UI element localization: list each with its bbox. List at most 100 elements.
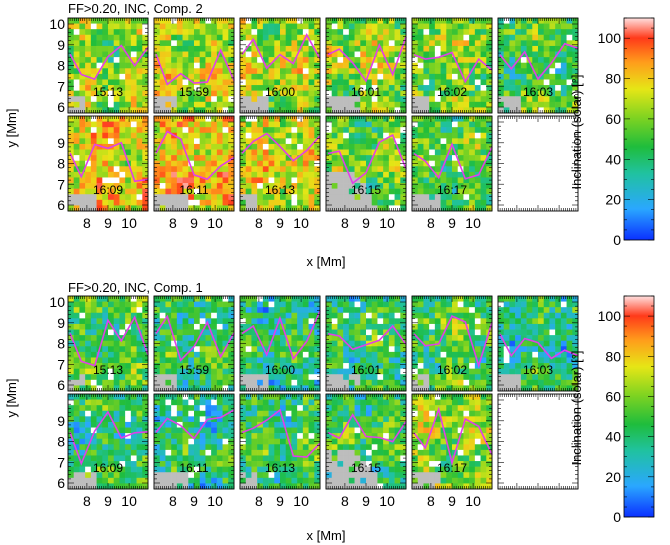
x-tick-label: 8 <box>169 215 177 231</box>
x-tick-label: 10 <box>379 493 395 509</box>
contour-line <box>155 130 235 181</box>
time-label: 16:02 <box>437 363 467 377</box>
contour-line <box>155 314 235 362</box>
contour-line <box>241 408 321 458</box>
contour-line <box>69 410 149 466</box>
contour-line <box>155 48 235 86</box>
x-tick-label: 9 <box>448 215 456 231</box>
x-tick-label: 8 <box>427 215 435 231</box>
time-tile: 16:02 <box>411 17 493 114</box>
tile-ticks <box>411 18 493 113</box>
time-label: 16:01 <box>351 85 381 99</box>
y-axis-label: y [Mm] <box>4 109 19 148</box>
heatmap-pixels <box>412 394 493 490</box>
x-axis-label: x [Mm] <box>307 528 346 543</box>
time-label: 15:13 <box>93 363 123 377</box>
tile-ticks <box>497 394 579 489</box>
tile-ticks <box>153 296 235 391</box>
time-tile: 16:00 <box>239 17 321 114</box>
y-axis-label: y [Mm] <box>4 379 19 418</box>
x-tick-label: 8 <box>341 493 349 509</box>
contour-line <box>69 44 149 81</box>
time-tile: 16:11 8 9 10 <box>153 115 235 231</box>
contour-line <box>155 409 235 440</box>
x-tick-label: 9 <box>104 215 112 231</box>
time-label: 16:03 <box>523 363 553 377</box>
panel-title: FF>0.20, INC, Comp. 2 <box>68 1 203 16</box>
tile-ticks <box>325 394 407 489</box>
tile-ticks <box>411 116 493 211</box>
x-tick-label: 10 <box>465 493 481 509</box>
tile-ticks <box>67 394 149 489</box>
contour-line <box>241 132 321 162</box>
y-tick-label: 8 <box>57 156 65 172</box>
time-label: 16:02 <box>437 85 467 99</box>
colorbar-tick-label: 100 <box>598 308 622 324</box>
tile-background <box>498 116 578 211</box>
y-tick-label: 6 <box>57 99 65 115</box>
x-tick-label: 10 <box>207 493 223 509</box>
heatmap-pixels <box>412 116 493 212</box>
tile-ticks <box>325 296 407 391</box>
tile-ticks <box>411 296 493 391</box>
x-tick-label: 8 <box>427 493 435 509</box>
x-tick-label: 9 <box>276 493 284 509</box>
x-tick-label: 10 <box>293 215 309 231</box>
time-label: 16:11 <box>179 461 208 475</box>
y-tick-label: 7 <box>57 78 65 94</box>
tile-ticks <box>153 394 235 489</box>
x-tick-label: 10 <box>293 493 309 509</box>
time-tile: 15:59 <box>153 295 235 392</box>
time-label: 16:17 <box>437 461 467 475</box>
time-tile: 15:13 6 7 8 9 10 <box>49 294 149 393</box>
x-tick-label: 10 <box>207 215 223 231</box>
time-label: 16:00 <box>265 363 295 377</box>
time-tile: 16:01 <box>325 17 407 114</box>
time-tile: 16:00 <box>239 295 321 392</box>
time-tile: 16:13 8 9 10 <box>239 115 321 231</box>
colorbar-ramp <box>623 17 655 241</box>
heatmap-pixels <box>326 116 407 212</box>
time-label: 16:01 <box>351 363 381 377</box>
time-label: 15:13 <box>93 85 123 99</box>
heatmap-pixels <box>240 116 321 212</box>
tile-ticks <box>497 116 579 211</box>
x-tick-label: 8 <box>255 493 263 509</box>
time-label: 16:03 <box>523 85 553 99</box>
time-label: 16:15 <box>351 183 381 197</box>
time-label: 16:11 <box>179 183 208 197</box>
contour-line <box>327 133 407 185</box>
heatmap-pixels <box>68 394 149 490</box>
contour-line <box>413 142 493 180</box>
contour-line <box>327 413 407 443</box>
time-tile: 16:01 <box>325 295 407 392</box>
colorbar-tick-label: 80 <box>605 71 621 87</box>
time-tile: 16:03 <box>497 17 579 114</box>
heatmap-pixels <box>498 296 579 392</box>
y-tick-label: 7 <box>57 176 65 192</box>
colorbar-tick-label: 40 <box>605 429 621 445</box>
y-tick-label: 7 <box>57 356 65 372</box>
colorbar-tick-label: 60 <box>605 111 621 127</box>
x-tick-label: 8 <box>255 215 263 231</box>
time-tile: 16:03 <box>497 295 579 392</box>
colorbar-label: Inclination (solar) [°] <box>569 74 584 189</box>
colorbar-tick-label: 20 <box>605 469 621 485</box>
heatmap-pixels <box>154 18 235 114</box>
tile-ticks <box>411 394 493 489</box>
y-tick-label: 6 <box>57 197 65 213</box>
time-tile: 16:15 8 9 10 <box>325 393 407 509</box>
y-tick-label: 6 <box>57 475 65 491</box>
time-tile <box>497 393 579 490</box>
contour-line <box>69 141 149 183</box>
tile-ticks <box>67 18 149 113</box>
time-label: 16:13 <box>265 461 295 475</box>
panel-title: FF>0.20, INC, Comp. 1 <box>68 280 203 295</box>
time-label: 16:09 <box>93 183 123 197</box>
contour-line <box>413 406 493 466</box>
y-tick-label: 10 <box>49 16 65 32</box>
